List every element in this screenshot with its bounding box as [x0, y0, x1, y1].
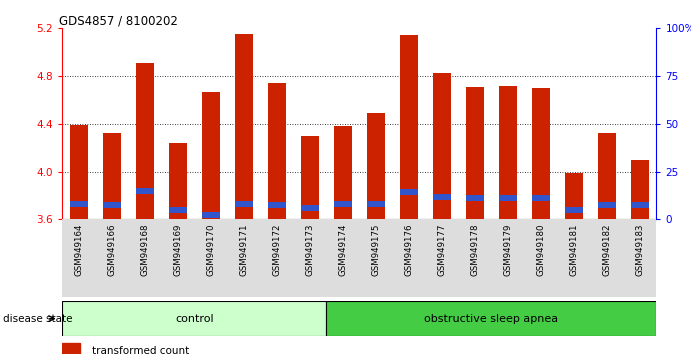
- Text: GSM949180: GSM949180: [536, 223, 545, 276]
- Text: GDS4857 / 8100202: GDS4857 / 8100202: [59, 14, 178, 27]
- Bar: [169, 143, 187, 219]
- Bar: [565, 207, 583, 213]
- Bar: [334, 201, 352, 207]
- Text: GSM949173: GSM949173: [305, 223, 314, 276]
- Bar: [631, 202, 649, 208]
- Bar: [499, 86, 517, 219]
- Text: disease state: disease state: [3, 314, 73, 324]
- Text: GSM949171: GSM949171: [239, 223, 248, 276]
- Bar: [103, 133, 121, 219]
- Text: obstructive sleep apnea: obstructive sleep apnea: [424, 314, 558, 324]
- Bar: [334, 126, 352, 219]
- Bar: [135, 188, 154, 194]
- Bar: [631, 160, 649, 219]
- Bar: [169, 207, 187, 213]
- Bar: [433, 73, 451, 219]
- Bar: [433, 194, 451, 200]
- Text: GSM949164: GSM949164: [74, 223, 83, 276]
- Text: transformed count: transformed count: [92, 346, 189, 354]
- Bar: [235, 34, 253, 219]
- Text: GSM949177: GSM949177: [437, 223, 446, 276]
- Bar: [367, 201, 385, 207]
- Text: GSM949166: GSM949166: [107, 223, 116, 276]
- Bar: [367, 113, 385, 219]
- Bar: [202, 212, 220, 218]
- Text: GSM949168: GSM949168: [140, 223, 149, 276]
- Bar: [466, 195, 484, 201]
- Bar: [235, 201, 253, 207]
- Bar: [70, 201, 88, 207]
- Bar: [70, 125, 88, 219]
- Bar: [267, 202, 286, 208]
- Text: control: control: [175, 314, 214, 324]
- Text: GSM949179: GSM949179: [503, 223, 513, 276]
- Text: GSM949169: GSM949169: [173, 223, 182, 276]
- Bar: [466, 87, 484, 219]
- Bar: [202, 92, 220, 219]
- Text: GSM949183: GSM949183: [636, 223, 645, 276]
- Bar: [301, 136, 319, 219]
- Text: GSM949182: GSM949182: [603, 223, 612, 276]
- Text: GSM949174: GSM949174: [339, 223, 348, 276]
- Text: GSM949178: GSM949178: [471, 223, 480, 276]
- Bar: [400, 35, 418, 219]
- Bar: [62, 343, 80, 354]
- Bar: [532, 195, 550, 201]
- Text: GSM949181: GSM949181: [569, 223, 578, 276]
- Bar: [135, 63, 154, 219]
- Bar: [301, 205, 319, 211]
- Bar: [499, 195, 517, 201]
- Bar: [565, 173, 583, 219]
- Bar: [103, 202, 121, 208]
- Text: GSM949172: GSM949172: [272, 223, 281, 276]
- Bar: [598, 133, 616, 219]
- Bar: [400, 189, 418, 195]
- Bar: [532, 88, 550, 219]
- Bar: [62, 301, 326, 336]
- Bar: [326, 301, 656, 336]
- Text: GSM949176: GSM949176: [404, 223, 413, 276]
- Bar: [267, 83, 286, 219]
- Text: GSM949175: GSM949175: [371, 223, 380, 276]
- Text: GSM949170: GSM949170: [206, 223, 216, 276]
- Bar: [598, 202, 616, 208]
